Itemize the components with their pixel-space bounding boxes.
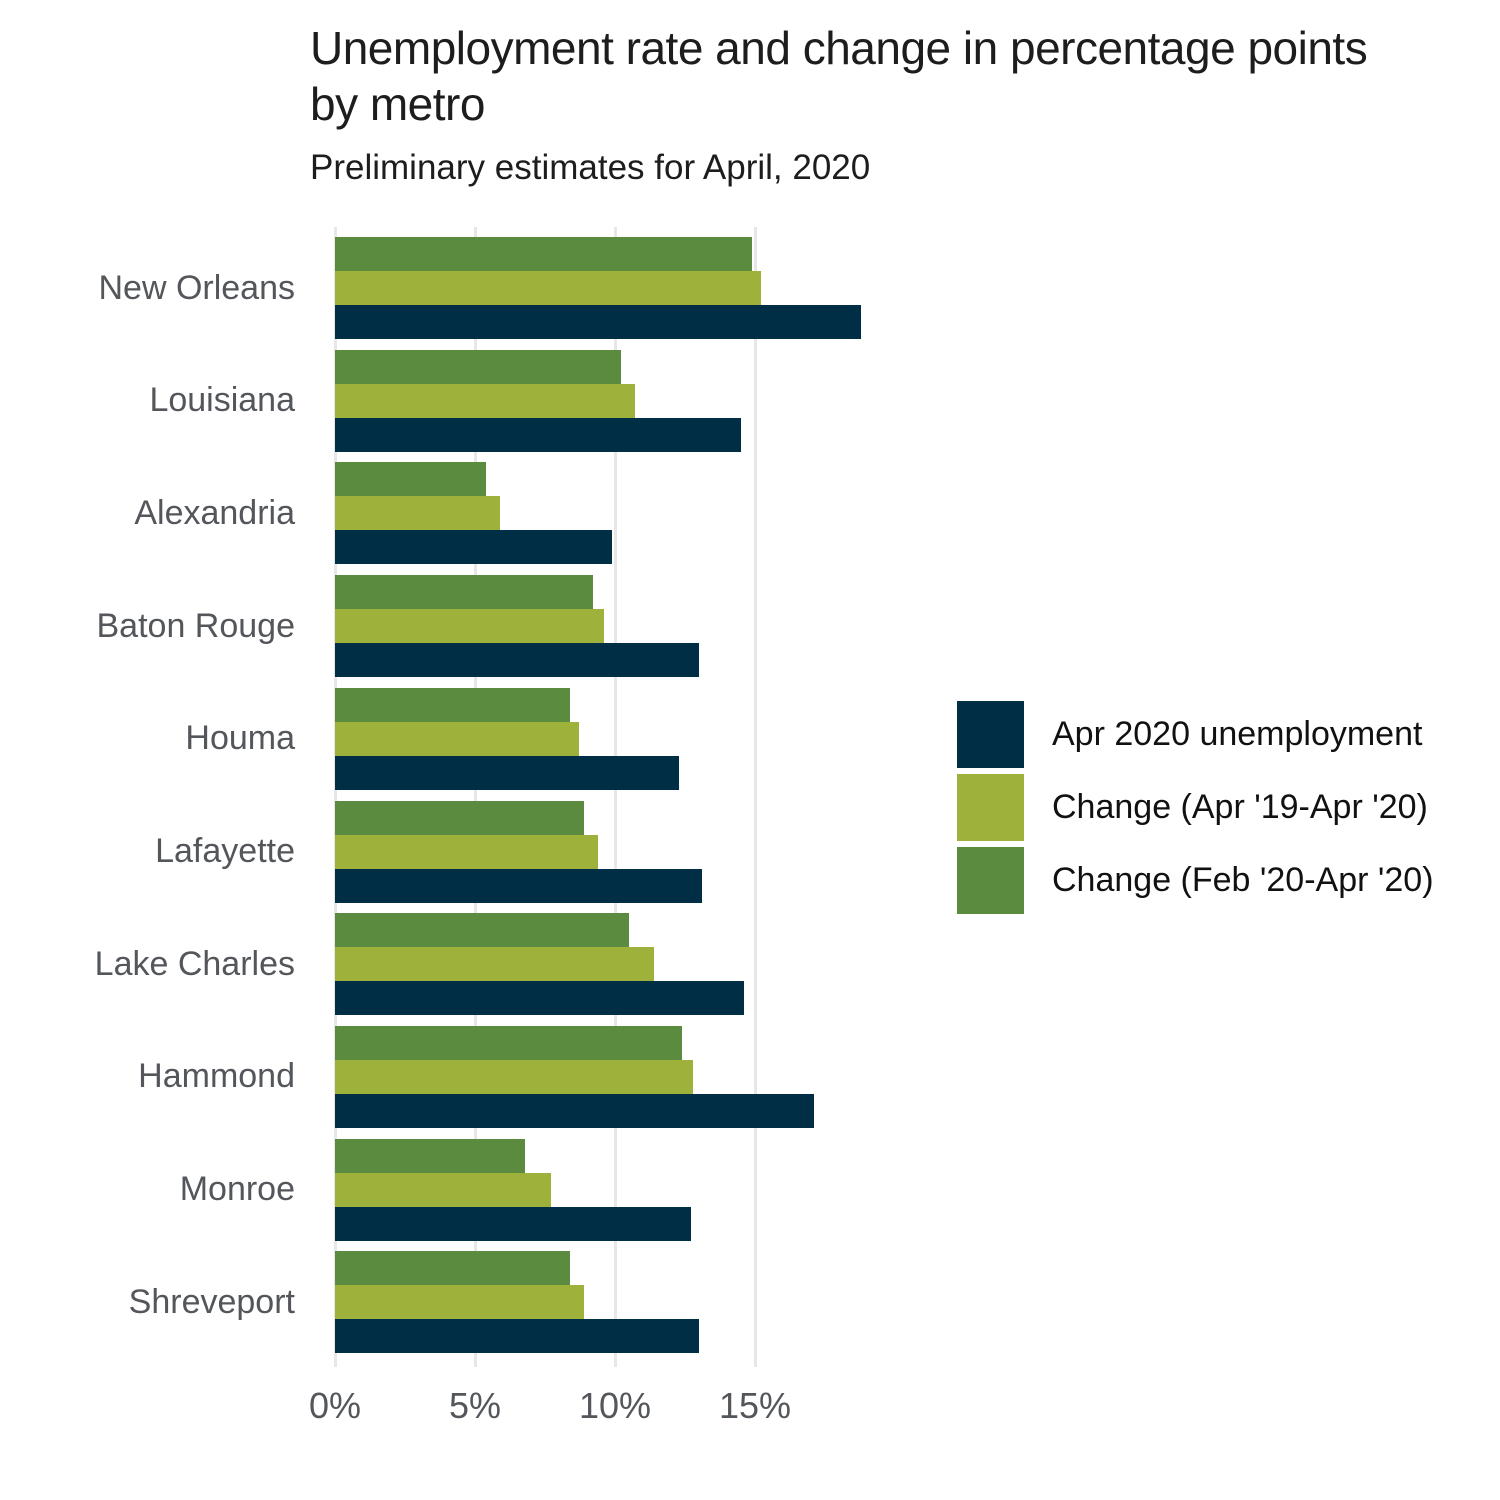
- bar-change-feb-20-apr-20-baton-rouge: [335, 575, 593, 610]
- legend-swatch-apr-2020-unemployment: [957, 701, 1024, 768]
- bar-change-feb-20-apr-20-louisiana: [335, 349, 621, 384]
- chart-title: Unemployment rate and change in percenta…: [310, 22, 1368, 131]
- category-label: Shreveport: [128, 1282, 295, 1321]
- bar-change-feb-20-apr-20-shreveport: [335, 1251, 571, 1286]
- bar-apr-2020-unemployment-new-orleans: [335, 305, 862, 339]
- legend-swatch-change-apr19-apr20: [957, 774, 1024, 841]
- bar-change-feb-20-apr-20-alexandria: [335, 462, 487, 497]
- legend-label: Change (Feb '20-Apr '20): [1052, 861, 1434, 899]
- metro-row-houma: Houma: [0, 687, 1500, 790]
- legend-label: Apr 2020 unemployment: [1052, 715, 1423, 753]
- metro-row-lafayette: Lafayette: [0, 800, 1500, 903]
- gridline-10pct: [613, 227, 617, 1367]
- metro-row-baton-rouge: Baton Rouge: [0, 575, 1500, 678]
- metro-row-lake-charles: Lake Charles: [0, 913, 1500, 1016]
- bar-change-apr-19-apr-20-alexandria: [335, 496, 501, 531]
- legend-item-change-apr19-apr20: Change (Apr '19-Apr '20): [957, 774, 1434, 841]
- metro-row-louisiana: Louisiana: [0, 349, 1500, 452]
- legend-label: Change (Apr '19-Apr '20): [1052, 788, 1428, 826]
- category-label: Lake Charles: [94, 944, 295, 983]
- chart-subtitle: Preliminary estimates for April, 2020: [310, 148, 871, 187]
- category-label: Monroe: [179, 1170, 295, 1209]
- metro-row-monroe: Monroe: [0, 1138, 1500, 1241]
- bar-apr-2020-unemployment-louisiana: [335, 417, 741, 452]
- bar-change-apr-19-apr-20-lafayette: [335, 834, 599, 869]
- bar-change-apr-19-apr-20-baton-rouge: [335, 609, 604, 644]
- bar-apr-2020-unemployment-alexandria: [335, 530, 613, 565]
- category-label: Alexandria: [134, 493, 295, 532]
- bar-change-apr-19-apr-20-lake-charles: [335, 947, 655, 982]
- category-label: New Orleans: [98, 268, 295, 307]
- category-label: Hammond: [138, 1057, 295, 1096]
- bar-apr-2020-unemployment-lake-charles: [335, 981, 744, 1016]
- bar-change-apr-19-apr-20-shreveport: [335, 1285, 585, 1320]
- bar-change-feb-20-apr-20-lake-charles: [335, 913, 629, 948]
- category-label: Lafayette: [155, 832, 295, 870]
- bar-apr-2020-unemployment-baton-rouge: [335, 643, 699, 678]
- metro-row-alexandria: Alexandria: [0, 462, 1500, 565]
- legend: Apr 2020 unemployment Change (Apr '19-Ap…: [957, 701, 1434, 914]
- x-tick-label-5pct: 5%: [448, 1385, 502, 1426]
- x-tick-label-10pct: 10%: [578, 1385, 652, 1426]
- legend-item-apr-2020-unemployment: Apr 2020 unemployment: [957, 701, 1434, 768]
- bar-change-apr-19-apr-20-houma: [335, 721, 579, 756]
- bar-change-feb-20-apr-20-houma: [335, 687, 571, 722]
- bar-change-apr-19-apr-20-hammond: [335, 1059, 694, 1094]
- bar-apr-2020-unemployment-monroe: [335, 1206, 691, 1241]
- bar-apr-2020-unemployment-hammond: [335, 1093, 814, 1128]
- gridline-0pct: [333, 227, 337, 1367]
- x-tick-label-0pct: 0%: [308, 1385, 362, 1426]
- bar-change-apr-19-apr-20-louisiana: [335, 383, 635, 418]
- bar-change-feb-20-apr-20-new-orleans: [335, 237, 753, 271]
- legend-item-change-feb20-apr20: Change (Feb '20-Apr '20): [957, 847, 1434, 914]
- bar-apr-2020-unemployment-houma: [335, 755, 680, 790]
- bar-apr-2020-unemployment-lafayette: [335, 868, 702, 903]
- gridline-15pct: [753, 227, 757, 1367]
- legend-swatch-change-feb20-apr20: [957, 847, 1024, 914]
- metro-row-hammond: Hammond: [0, 1025, 1500, 1128]
- bar-change-feb-20-apr-20-hammond: [335, 1025, 683, 1060]
- category-label: Houma: [185, 719, 295, 758]
- category-label: Louisiana: [149, 381, 295, 420]
- category-label: Baton Rouge: [96, 606, 296, 645]
- bar-apr-2020-unemployment-shreveport: [335, 1319, 699, 1354]
- x-tick-label-15pct: 15%: [718, 1385, 792, 1426]
- bar-change-feb-20-apr-20-lafayette: [335, 800, 585, 835]
- bar-change-apr-19-apr-20-new-orleans: [335, 271, 761, 305]
- metro-row-new-orleans: New Orleans: [0, 237, 1500, 339]
- metro-row-shreveport: Shreveport: [0, 1251, 1500, 1354]
- gridline-5pct: [473, 227, 477, 1367]
- bar-change-apr-19-apr-20-monroe: [335, 1172, 551, 1207]
- bar-change-feb-20-apr-20-monroe: [335, 1138, 526, 1173]
